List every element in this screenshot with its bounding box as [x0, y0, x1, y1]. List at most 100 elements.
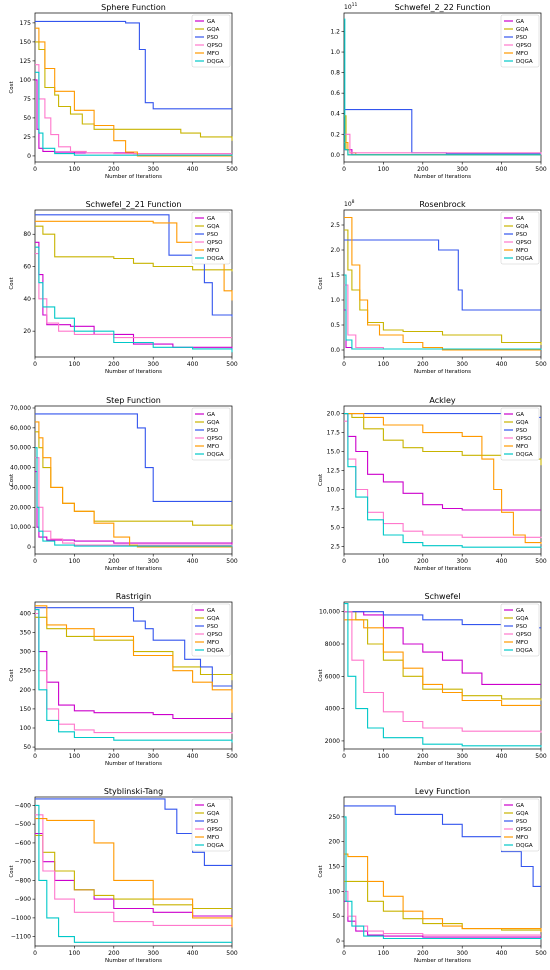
- plot-frame: [34, 12, 233, 163]
- y-tick-label: 0.0: [330, 347, 340, 354]
- legend-label: QPSO: [207, 240, 223, 246]
- legend-label: MFO: [207, 248, 220, 254]
- x-tick-label: 500: [226, 166, 238, 173]
- series-line-ga: [35, 471, 233, 545]
- legend-label: MFO: [516, 248, 529, 254]
- y-axis-label: Cost: [9, 865, 15, 878]
- series-line-gqa: [35, 225, 233, 272]
- x-tick-label: 100: [69, 950, 81, 957]
- y-tick-label: 60,000: [10, 425, 31, 432]
- x-tick-label: 400: [496, 753, 508, 760]
- series-line-mfo: [344, 413, 542, 545]
- plot-frame: [34, 209, 233, 358]
- y-axis-label: Cost: [318, 473, 324, 486]
- y-axis-label: Cost: [9, 277, 15, 290]
- chart-panel: Schwefel 0 100 200 300 400 500 2000 4000 6000 8000…: [318, 592, 547, 767]
- legend-label: DQGA: [516, 843, 533, 849]
- legend-label: MFO: [207, 640, 220, 646]
- y-tick-label: 25: [23, 134, 31, 141]
- y-tick-label: 100: [329, 888, 341, 895]
- series-line-mfo: [344, 216, 541, 351]
- x-tick-label: 200: [108, 558, 120, 565]
- legend-label: GQA: [516, 27, 529, 33]
- legend-label: PSO: [516, 819, 528, 825]
- legend-box: [191, 407, 231, 461]
- y-tick-label: 7.5: [330, 505, 340, 512]
- legend-label: PSO: [207, 232, 219, 238]
- plot-frame: [343, 405, 542, 555]
- x-tick-label: 500: [535, 558, 547, 565]
- series-line-dqga: [35, 804, 232, 943]
- legend-label: PSO: [516, 35, 528, 41]
- series-line-dqga: [35, 447, 233, 547]
- y-tick-label: 300: [20, 649, 32, 656]
- x-tick-label: 200: [417, 950, 429, 957]
- x-tick-label: 500: [535, 166, 547, 173]
- x-tick-label: 300: [456, 558, 468, 565]
- x-tick-label: 400: [496, 166, 508, 173]
- x-tick-label: 0: [33, 753, 37, 760]
- x-tick-label: 0: [33, 361, 37, 368]
- series-line-ga: [35, 609, 232, 720]
- legend-label: PSO: [516, 428, 528, 434]
- y-tick-label: 17.5: [327, 430, 341, 437]
- series-line-dqga: [344, 18, 541, 156]
- x-axis-label: Number of Iterations: [105, 369, 162, 375]
- legend-box: [500, 211, 540, 265]
- y-tick-label: 2.0: [330, 247, 340, 254]
- x-tick-label: 300: [456, 166, 468, 173]
- series-line-ga: [344, 309, 542, 350]
- legend-label: GQA: [516, 420, 529, 426]
- legend-label: DQGA: [207, 59, 224, 65]
- y-tick-label: −700: [15, 859, 32, 866]
- legend-label: DQGA: [516, 59, 533, 65]
- legend-label: GQA: [516, 811, 529, 817]
- y-tick-label: 30,000: [10, 484, 31, 491]
- legend-label: GA: [516, 19, 524, 25]
- legend-label: GQA: [207, 616, 220, 622]
- series-line-dqga: [35, 246, 233, 353]
- y-tick-label: 10,000: [319, 609, 340, 616]
- x-axis-label: Number of Iterations: [414, 174, 471, 180]
- y-tick-label: −800: [15, 877, 32, 884]
- x-tick-label: 0: [342, 753, 346, 760]
- chart-title: Styblinski-Tang: [104, 787, 163, 796]
- chart-title: Schwefel_2_21 Function: [86, 200, 182, 209]
- series-line-qpso: [35, 64, 232, 155]
- plot-frame: [34, 405, 233, 555]
- legend-label: GQA: [516, 616, 529, 622]
- series-line-gqa: [35, 834, 232, 910]
- legend-label: GA: [207, 608, 215, 614]
- legend-label: QPSO: [516, 240, 532, 246]
- y-tick-label: 10.0: [327, 486, 341, 493]
- x-axis-label: Number of Iterations: [105, 761, 162, 767]
- x-tick-label: 300: [456, 753, 468, 760]
- x-tick-label: 200: [417, 361, 429, 368]
- legend-label: GA: [516, 216, 524, 222]
- legend-box: [500, 14, 540, 68]
- chart-panel: Schwefel_2_22 Function 0 100 200 300 400 500 0.…: [330, 2, 546, 180]
- legend-label: DQGA: [516, 256, 533, 262]
- y-tick-label: 1.2: [330, 28, 340, 35]
- y-tick-label: 0.2: [330, 131, 340, 138]
- plot-frame: [343, 209, 542, 358]
- x-tick-label: 400: [187, 753, 199, 760]
- legend-label: GQA: [207, 224, 220, 230]
- y-tick-label: −500: [15, 821, 32, 828]
- scale-exponent: 1011: [344, 2, 358, 11]
- series-line-gqa: [344, 229, 542, 345]
- x-tick-label: 0: [33, 950, 37, 957]
- x-axis-label: Number of Iterations: [414, 566, 471, 572]
- series-line-ga: [344, 413, 541, 511]
- scale-exponent: 108: [344, 199, 355, 208]
- legend-box: [191, 211, 231, 265]
- legend-label: GA: [207, 412, 215, 418]
- series-line-qpso: [344, 284, 542, 350]
- y-tick-label: 0: [336, 938, 340, 945]
- y-tick-label: 4000: [325, 706, 340, 713]
- series-line-pso: [35, 607, 232, 687]
- legend-box: [500, 603, 540, 657]
- legend-label: GQA: [516, 224, 529, 230]
